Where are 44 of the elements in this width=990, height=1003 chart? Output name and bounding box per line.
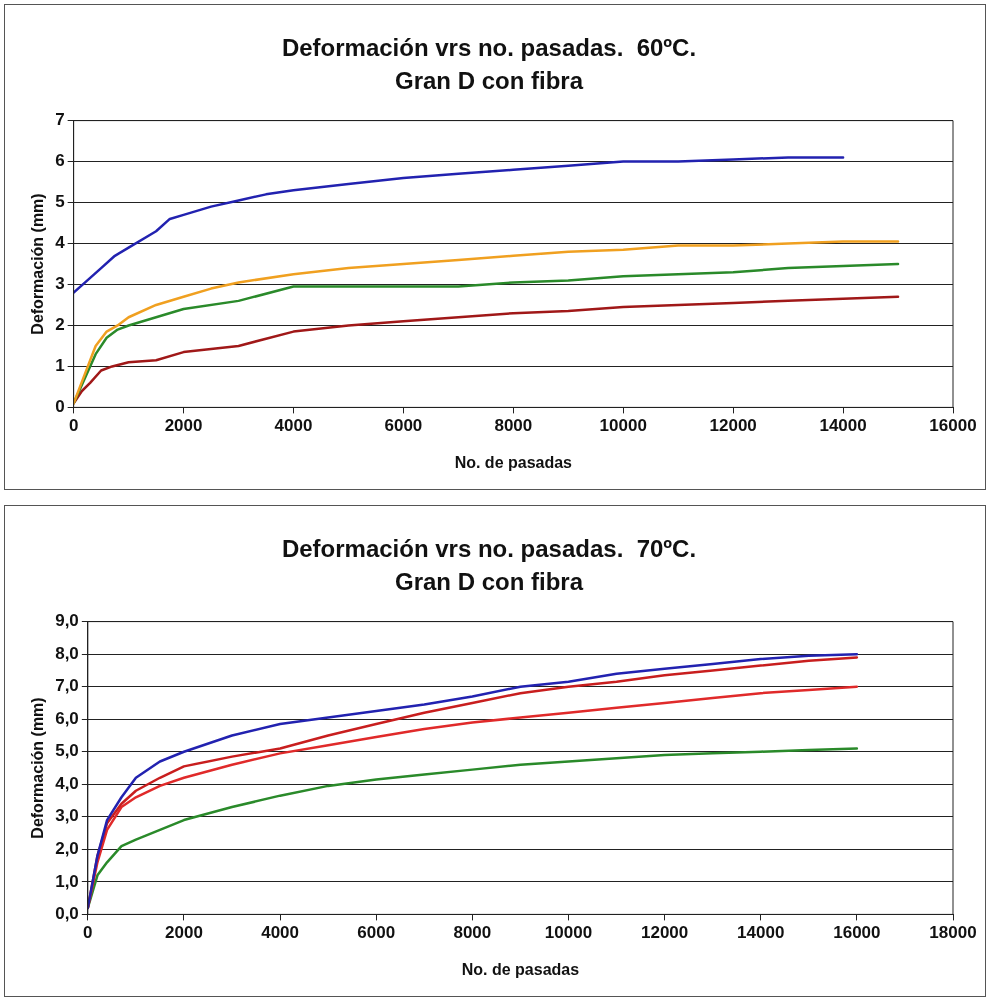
y-tick-label: 6,0	[55, 708, 79, 728]
y-tick-label: 7,0	[55, 676, 79, 696]
y-tick-label: 9,0	[55, 611, 79, 631]
y-tick-label: 0,0	[55, 904, 79, 924]
chart-title: Deformación vrs no. pasadas. 60ºC.	[281, 34, 697, 62]
x-tick-label: 12000	[640, 923, 689, 943]
chart-title: Deformación vrs no. pasadas. 70ºC.	[281, 535, 697, 563]
y-tick-label: 3	[55, 274, 65, 294]
x-tick-label: 2000	[164, 416, 203, 436]
x-tick-label: 12000	[709, 416, 757, 436]
x-tick-label: 4000	[261, 923, 300, 943]
y-tick-label: 0	[55, 397, 65, 417]
x-axis-title: No. de pasadas	[461, 960, 580, 978]
x-tick-label: 6000	[384, 416, 423, 436]
y-tick-label: 7	[55, 110, 65, 130]
chart-subtitle: Gran D con fibra	[394, 567, 584, 595]
y-axis-title: Deformación (mm)	[29, 193, 47, 335]
x-tick-label: 18000	[929, 923, 977, 943]
y-tick-label: 6	[55, 151, 65, 171]
x-axis-title: No. de pasadas	[454, 453, 573, 471]
y-tick-label: 5,0	[55, 741, 79, 761]
x-tick-label: 10000	[544, 923, 593, 943]
y-tick-label: 4	[55, 233, 66, 253]
y-tick-label: 1,0	[55, 871, 79, 891]
x-tick-label: 14000	[819, 416, 867, 436]
y-tick-label: 3,0	[55, 806, 79, 826]
x-tick-label: 8000	[453, 923, 492, 943]
y-tick-label: 1	[55, 356, 65, 376]
x-tick-label: 16000	[833, 923, 881, 943]
y-axis-title: Deformación (mm)	[29, 697, 47, 839]
x-tick-label: 4000	[274, 416, 313, 436]
x-tick-label: 8000	[494, 416, 533, 436]
y-tick-label: 2,0	[55, 839, 79, 859]
chart-subtitle: Gran D con fibra	[394, 66, 584, 94]
x-tick-label: 16000	[929, 416, 977, 436]
y-tick-label: 5	[55, 192, 65, 212]
x-tick-label: 10000	[599, 416, 647, 436]
x-tick-label: 6000	[357, 923, 396, 943]
y-tick-label: 8,0	[55, 643, 79, 663]
x-tick-label: 14000	[737, 923, 785, 943]
x-tick-label: 2000	[165, 923, 203, 943]
y-tick-label: 2	[55, 315, 65, 335]
x-tick-label: 0	[83, 923, 93, 943]
y-tick-label: 4,0	[55, 773, 79, 793]
